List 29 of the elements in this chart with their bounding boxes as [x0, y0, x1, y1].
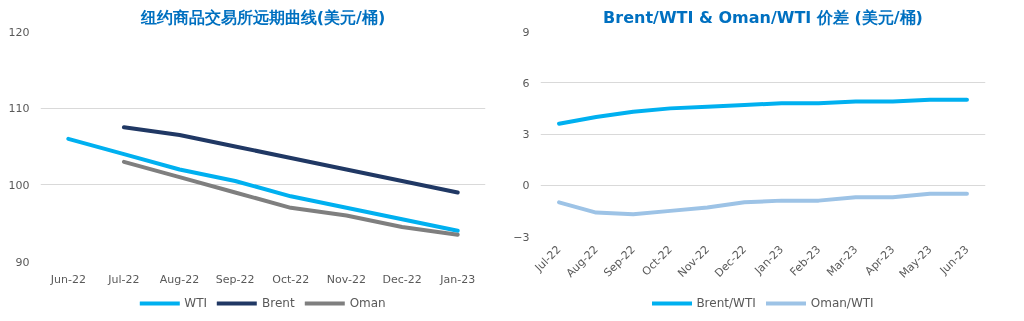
- y-tick-label: 90: [15, 255, 30, 269]
- line-series: [66, 136, 460, 233]
- chart-title: 纽约商品交易所远期曲线(美元/桶): [139, 7, 386, 27]
- legend-label: Brent/WTI: [696, 296, 756, 310]
- y-tick-label: 6: [522, 76, 530, 90]
- line-series: [121, 125, 460, 195]
- chart-title: Brent/WTI & Oman/WTI 价差 (美元/桶): [603, 7, 923, 27]
- y-tick-label: 100: [8, 178, 30, 192]
- legend-label: Oman/WTI: [810, 296, 874, 310]
- y-tick-label: 0: [522, 179, 530, 193]
- x-tick-label: Dec-22: [382, 272, 422, 286]
- y-tick-label: 3: [522, 128, 530, 141]
- x-tick-label: Oct-22: [272, 272, 310, 286]
- x-tick-label: Jan-23: [439, 272, 476, 286]
- y-tick-label: 120: [8, 25, 30, 39]
- legend-label: WTI: [184, 296, 208, 310]
- line-series: [557, 97, 969, 126]
- y-tick-label: −3: [513, 230, 530, 244]
- legend-label: Brent: [262, 296, 295, 310]
- y-tick-label: 110: [8, 102, 30, 116]
- x-tick-label: Sep-22: [215, 272, 255, 286]
- line-series: [121, 159, 460, 237]
- line-series: [557, 191, 969, 217]
- legend-label: Oman: [349, 296, 386, 310]
- x-tick-label: Aug-22: [159, 272, 200, 286]
- x-tick-label: Nov-22: [326, 272, 367, 286]
- x-tick-label: Jun-22: [49, 272, 86, 286]
- x-tick-label: Jul-22: [107, 272, 140, 286]
- y-tick-label: 9: [522, 25, 530, 39]
